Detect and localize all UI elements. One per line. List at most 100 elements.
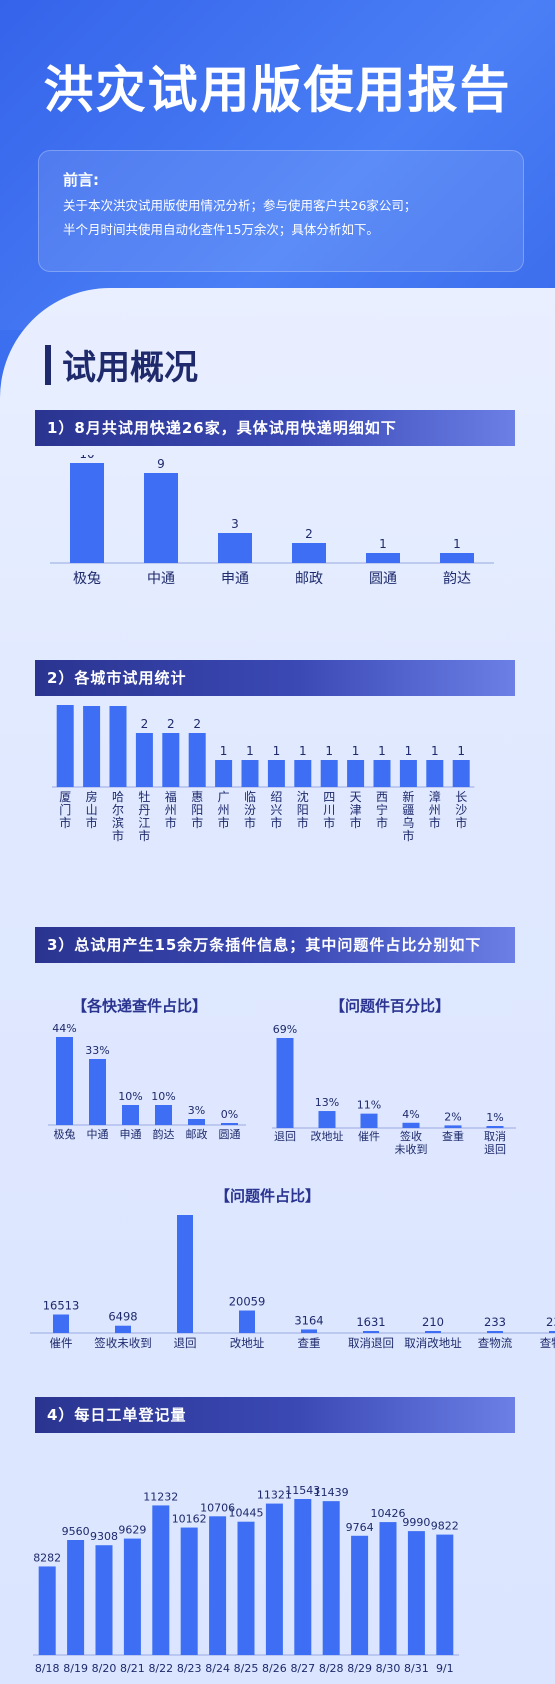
- category-label: 8/20: [92, 1662, 117, 1675]
- subtitle-problem-count: 【问题件占比】: [215, 1187, 321, 1205]
- data-label: 1: [246, 744, 254, 758]
- bar: [89, 1059, 106, 1125]
- chart-courier-share: 44% 极兔 33% 中通 10% 申通 10% 韵达 3% 邮政 0% 圆通: [48, 1022, 246, 1141]
- category-label: 圆通: [369, 571, 397, 587]
- data-label: 2: [141, 717, 149, 731]
- category-label: 西: [376, 790, 388, 804]
- bar: [215, 760, 233, 787]
- category-label: 中通: [147, 571, 175, 587]
- category-label: 市: [138, 828, 150, 843]
- bar: [436, 1534, 454, 1655]
- category-label: 漳: [429, 789, 441, 804]
- category-label: 签收未收到: [94, 1336, 152, 1350]
- bar: [399, 760, 417, 787]
- bar: [452, 760, 470, 787]
- band-cities: 2）各城市试用统计: [35, 660, 515, 696]
- category-label: 查重: [442, 1129, 464, 1143]
- category-label: 申通: [120, 1128, 142, 1141]
- bar: [155, 1105, 172, 1125]
- category-label: 汾: [244, 803, 256, 817]
- chart-daily: 8282 8/18 9560 8/19 9308 8/20 9629 8/21 11232 8/2…: [33, 1484, 459, 1675]
- bar: [294, 1499, 312, 1655]
- data-label: 1: [431, 744, 439, 758]
- data-label: 2: [305, 527, 313, 541]
- category-label: 市: [191, 815, 203, 830]
- bar: [83, 706, 101, 787]
- category-label: 市: [270, 815, 282, 830]
- data-label: 1: [352, 744, 360, 758]
- data-label: 2%: [444, 1110, 461, 1123]
- bar: [363, 1331, 379, 1333]
- bar: [70, 463, 104, 563]
- bar: [267, 760, 285, 787]
- data-label: 1: [453, 537, 461, 551]
- data-label: 10%: [118, 1090, 142, 1103]
- band-problems: 3）总试用产生15余万条插件信息；其中问题件占比分别如下: [35, 927, 515, 963]
- bar: [188, 733, 206, 787]
- data-label: 3: [231, 517, 239, 531]
- category-label: 退回: [484, 1143, 506, 1156]
- category-label: 催件: [358, 1129, 380, 1143]
- category-label: 退回: [274, 1130, 296, 1143]
- bar: [320, 760, 338, 787]
- category-label: 8/31: [404, 1662, 429, 1675]
- category-label: 市: [112, 828, 124, 843]
- category-label: 阳: [191, 803, 203, 817]
- bar: [360, 1113, 378, 1128]
- bar: [294, 760, 312, 787]
- data-label: 16513: [43, 1298, 80, 1312]
- category-label: 未收到: [395, 1142, 428, 1156]
- category-label: 州: [429, 803, 441, 817]
- category-label: 尔: [112, 802, 124, 817]
- subtitle-courier-share: 【各快递查件占比】: [72, 997, 208, 1015]
- bar: [241, 760, 259, 787]
- data-label: 9764: [346, 1521, 374, 1534]
- category-label: 退回: [174, 1336, 197, 1350]
- bar: [426, 760, 444, 787]
- data-label: 10426: [371, 1507, 406, 1520]
- data-label: 10: [79, 455, 94, 461]
- data-label: 3164: [294, 1313, 323, 1327]
- bar: [373, 760, 391, 787]
- data-label: 11439: [314, 1486, 349, 1499]
- category-label: 市: [165, 815, 177, 830]
- bar: [486, 1126, 504, 1128]
- category-label: 市: [323, 815, 335, 830]
- bar: [122, 1105, 139, 1125]
- bar: [53, 1314, 69, 1333]
- data-label: 10%: [151, 1090, 175, 1103]
- bar: [276, 1038, 294, 1128]
- bar: [440, 553, 474, 563]
- data-label: 11321: [257, 1489, 292, 1502]
- category-label: 川: [323, 803, 335, 817]
- category-label: 新: [402, 789, 414, 804]
- category-label: 查物流: [540, 1336, 555, 1350]
- data-label: 11543: [285, 1484, 320, 1497]
- category-label: 韵达: [443, 571, 471, 587]
- preface-heading: 前言:: [63, 171, 99, 189]
- category-label: 江: [138, 816, 150, 830]
- category-label: 天: [350, 790, 362, 804]
- category-label: 牡: [138, 789, 150, 804]
- bar: [549, 1331, 555, 1333]
- category-label: 8/24: [205, 1662, 230, 1675]
- data-label: 1: [220, 744, 228, 758]
- category-label: 疆: [402, 803, 414, 817]
- bar: [135, 733, 153, 787]
- category-label: 丹: [138, 803, 150, 817]
- section-title: 试用概况: [62, 348, 198, 388]
- bar: [444, 1125, 462, 1128]
- data-label: 33%: [85, 1044, 109, 1057]
- category-label: 市: [376, 815, 388, 830]
- data-label: 44%: [52, 1022, 76, 1035]
- data-label: 9: [157, 457, 165, 471]
- bar: [407, 1531, 425, 1655]
- bar: [95, 1545, 113, 1655]
- data-label: 10162: [172, 1513, 207, 1526]
- category-label: 市: [297, 815, 309, 830]
- data-label: 1: [457, 744, 465, 758]
- category-label: 兴: [270, 803, 282, 817]
- category-label: 圆通: [219, 1128, 241, 1141]
- data-label: 10706: [200, 1501, 235, 1514]
